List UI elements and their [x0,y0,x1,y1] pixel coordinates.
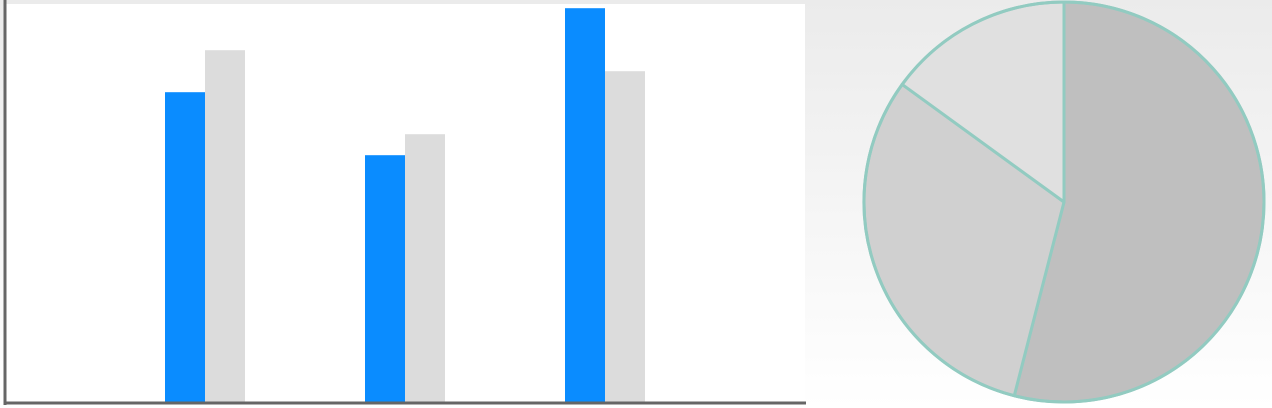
bar-series1-cat3 [565,8,605,403]
bar-chart [3,0,806,405]
pie-outline [862,0,1266,404]
pie-slices-group [862,0,1266,404]
bar-series2-cat2 [405,134,445,403]
bar-series2-cat3 [605,71,645,403]
bar-series1-cat2 [365,155,405,403]
pie-chart [862,0,1266,404]
bar-series1-cat1 [165,92,205,403]
bar-series2-cat1 [205,50,245,403]
bar-series-group [165,8,645,403]
